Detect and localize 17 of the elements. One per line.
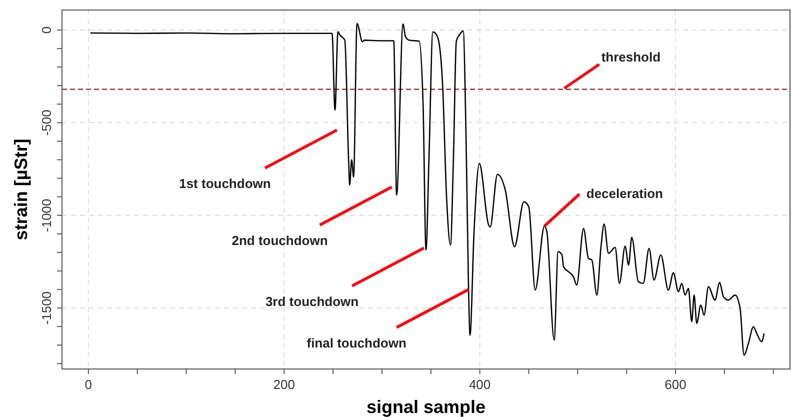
ref-line-label: threshold: [601, 49, 661, 64]
y-tick-label: -1000: [39, 198, 54, 232]
annotation: 2nd touchdown: [232, 233, 328, 248]
x-tick-label: 400: [468, 377, 491, 392]
annotation: final touchdown: [306, 335, 406, 350]
y-tick-label: -1500: [39, 291, 54, 325]
x-axis-title: signal sample: [366, 397, 486, 417]
annotation: deceleration: [586, 186, 664, 202]
y-axis-title: strain [µStr]: [11, 138, 31, 240]
line-series: [90, 22, 765, 356]
annotation: 1st touchdown: [179, 176, 271, 192]
x-tick-label: 200: [273, 377, 295, 392]
x-tick-label: 0: [84, 377, 92, 392]
y-tick-label: 0: [39, 26, 54, 34]
annotation: 3rd touchdown: [265, 294, 359, 309]
y-tick-label: -500: [39, 110, 54, 136]
x-tick-label: 600: [664, 377, 686, 392]
